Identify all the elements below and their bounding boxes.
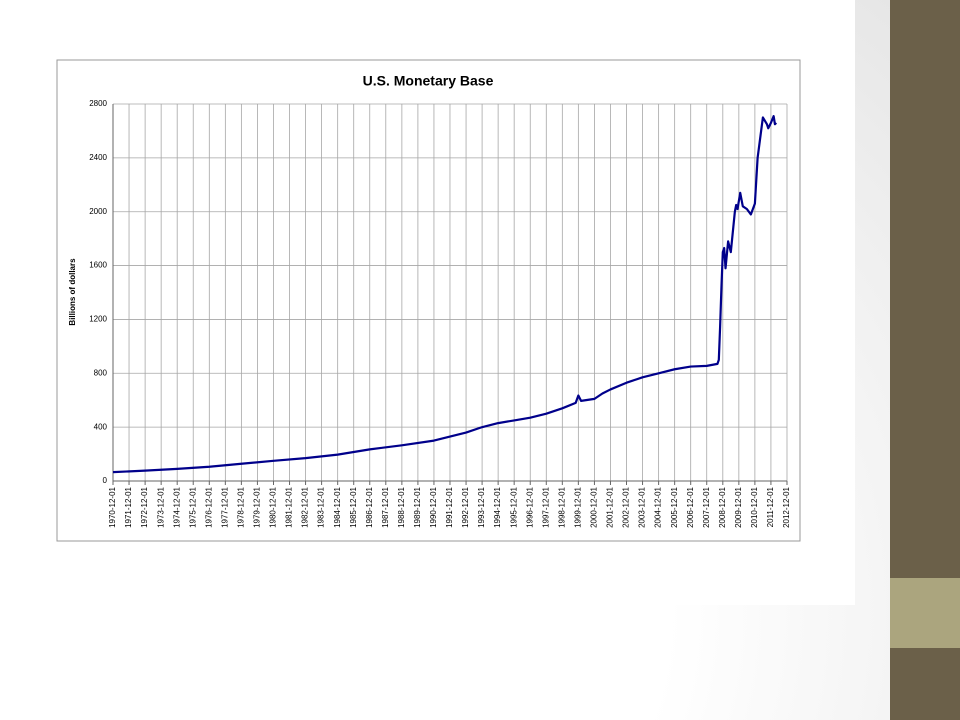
side-accent <box>890 578 960 648</box>
x-tick-label: 1978-12-01 <box>236 486 245 527</box>
x-tick-label: 2006-12-01 <box>686 486 695 527</box>
x-tick-label: 1997-12-01 <box>541 486 550 527</box>
x-tick-label: 1972-12-01 <box>140 486 149 527</box>
x-tick-label: 1981-12-01 <box>285 486 294 527</box>
data-line <box>112 115 778 474</box>
x-tick-label: 1993-12-01 <box>477 486 486 527</box>
x-tick-label: 1989-12-01 <box>413 486 422 527</box>
x-tick-label: 1983-12-01 <box>317 486 326 527</box>
x-tick-label: 1990-12-01 <box>429 486 438 527</box>
y-tick-label: 800 <box>94 368 108 377</box>
x-tick-label: 2007-12-01 <box>702 486 711 527</box>
y-tick-label: 1200 <box>89 315 107 324</box>
x-tick-label: 2002-12-01 <box>622 486 631 527</box>
x-tick-label: 2004-12-01 <box>654 486 663 527</box>
x-tick-label: 1982-12-01 <box>301 486 310 527</box>
chart-frame <box>56 59 801 542</box>
x-tick-label: 1995-12-01 <box>509 486 518 527</box>
x-tick-label: 1992-12-01 <box>461 486 470 527</box>
x-tick-label: 1976-12-01 <box>204 486 213 527</box>
x-tick-label: 2008-12-01 <box>718 486 727 527</box>
x-tick-label: 2005-12-01 <box>670 486 679 527</box>
x-tick-label: 2012-12-01 <box>782 486 791 527</box>
x-tick-label: 1991-12-01 <box>445 486 454 527</box>
x-tick-label: 2011-12-01 <box>766 486 775 527</box>
chart-title: U.S. Monetary Base <box>363 73 494 89</box>
y-tick-label: 2800 <box>89 99 107 108</box>
y-tick-label: 0 <box>103 476 108 485</box>
x-tick-label: 1979-12-01 <box>253 486 262 527</box>
y-tick-label: 2400 <box>89 153 107 162</box>
y-tick-label: 400 <box>94 422 108 431</box>
x-tick-label: 1985-12-01 <box>349 486 358 527</box>
x-tick-label: 1998-12-01 <box>557 486 566 527</box>
x-tick-label: 2010-12-01 <box>750 486 759 527</box>
x-tick-label: 1986-12-01 <box>365 486 374 527</box>
x-tick-label: 1973-12-01 <box>156 486 165 527</box>
x-tick-label: 1970-12-01 <box>108 486 117 527</box>
x-tick-label: 1996-12-01 <box>525 486 534 527</box>
x-tick-label: 1999-12-01 <box>573 486 582 527</box>
x-tick-label: 2003-12-01 <box>638 486 647 527</box>
y-tick-label: 1600 <box>89 261 107 270</box>
x-tick-label: 2000-12-01 <box>590 486 599 527</box>
y-axis-label: Billions of dollars <box>68 258 77 326</box>
x-tick-label: 1980-12-01 <box>269 486 278 527</box>
x-tick-label: 1974-12-01 <box>172 486 181 527</box>
x-tick-label: 1971-12-01 <box>124 486 133 527</box>
x-tick-label: 1984-12-01 <box>333 486 342 527</box>
x-tick-label: 1975-12-01 <box>188 486 197 527</box>
x-tick-label: 1987-12-01 <box>381 486 390 527</box>
x-tick-label: 1994-12-01 <box>493 486 502 527</box>
x-tick-label: 1988-12-01 <box>397 486 406 527</box>
x-tick-label: 1977-12-01 <box>220 486 229 527</box>
y-tick-label: 2000 <box>89 207 107 216</box>
x-tick-label: 2001-12-01 <box>606 486 615 527</box>
x-tick-label: 2009-12-01 <box>734 486 743 527</box>
